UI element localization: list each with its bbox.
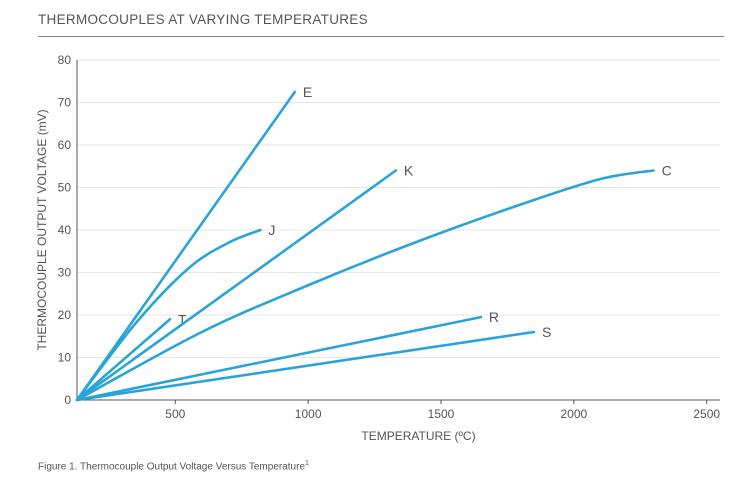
thermocouple-line-chart: 0 10 20 30 40 50 60 70 80 500 1000 1500 2000 2500 TEMP… xyxy=(35,53,720,443)
caption-footnote-marker: 1 xyxy=(305,460,309,467)
series-label-r: R xyxy=(489,309,499,325)
caption-text: Figure 1. Thermocouple Output Voltage Ve… xyxy=(38,461,306,473)
x-tick-label: 2000 xyxy=(561,407,588,421)
series-label-s: S xyxy=(542,324,551,340)
series-label-c: C xyxy=(662,163,672,179)
series-label-e: E xyxy=(303,84,312,100)
series-line-e xyxy=(75,90,297,402)
y-tick-label: 70 xyxy=(58,96,72,110)
series-label-k: K xyxy=(404,163,414,179)
series-label-t: T xyxy=(178,311,187,327)
chart-title: THERMOCOUPLES AT VARYING TEMPERATURES xyxy=(38,12,368,27)
y-tick-label: 10 xyxy=(58,351,72,365)
series-line-c xyxy=(75,169,655,402)
x-tick-label: 1500 xyxy=(428,407,455,421)
y-tick-label: 60 xyxy=(58,138,72,152)
x-tick-label: 500 xyxy=(165,407,185,421)
series-line-s xyxy=(75,330,536,402)
y-tick-label: 30 xyxy=(58,266,72,280)
x-tick-label: 2500 xyxy=(693,407,720,421)
y-tick-label: 50 xyxy=(58,181,72,195)
y-tick-label: 80 xyxy=(58,53,72,67)
y-tick-label: 40 xyxy=(58,223,72,237)
series-label-j: J xyxy=(268,222,275,238)
title-divider xyxy=(38,36,724,37)
y-axis-label: THERMOCOUPLE OUTPUT VOLTAGE (mV) xyxy=(35,109,49,350)
x-axis-label: TEMPERATURE (ºC) xyxy=(361,429,475,443)
y-tick-label: 20 xyxy=(58,308,72,322)
x-tick-label: 1000 xyxy=(295,407,322,421)
y-tick-label: 0 xyxy=(64,393,71,407)
figure-caption: Figure 1. Thermocouple Output Voltage Ve… xyxy=(38,460,309,472)
series-line-k xyxy=(75,169,398,402)
series-line-r xyxy=(75,315,483,402)
series-line-t xyxy=(75,317,172,402)
series-line-j xyxy=(75,228,262,402)
